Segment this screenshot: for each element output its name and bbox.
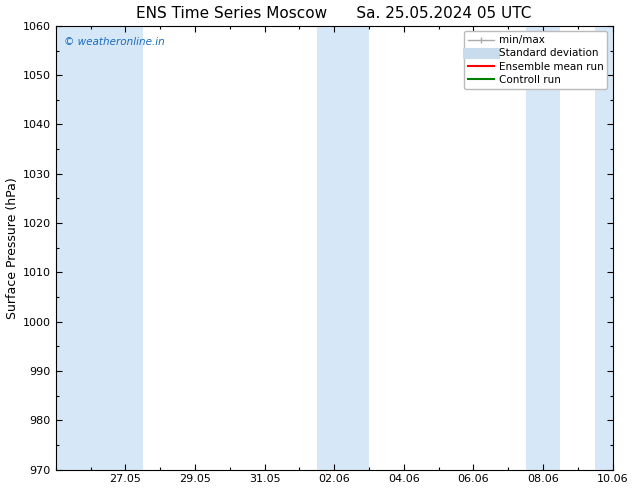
Bar: [595, 26, 612, 469]
Bar: [526, 26, 560, 469]
Text: © weatheronline.in: © weatheronline.in: [64, 37, 165, 47]
Bar: [317, 26, 369, 469]
Legend: min/max, Standard deviation, Ensemble mean run, Controll run: min/max, Standard deviation, Ensemble me…: [464, 31, 607, 89]
Bar: [108, 26, 143, 469]
Bar: [56, 26, 108, 469]
Y-axis label: Surface Pressure (hPa): Surface Pressure (hPa): [6, 177, 18, 318]
Title: ENS Time Series Moscow      Sa. 25.05.2024 05 UTC: ENS Time Series Moscow Sa. 25.05.2024 05…: [136, 5, 532, 21]
